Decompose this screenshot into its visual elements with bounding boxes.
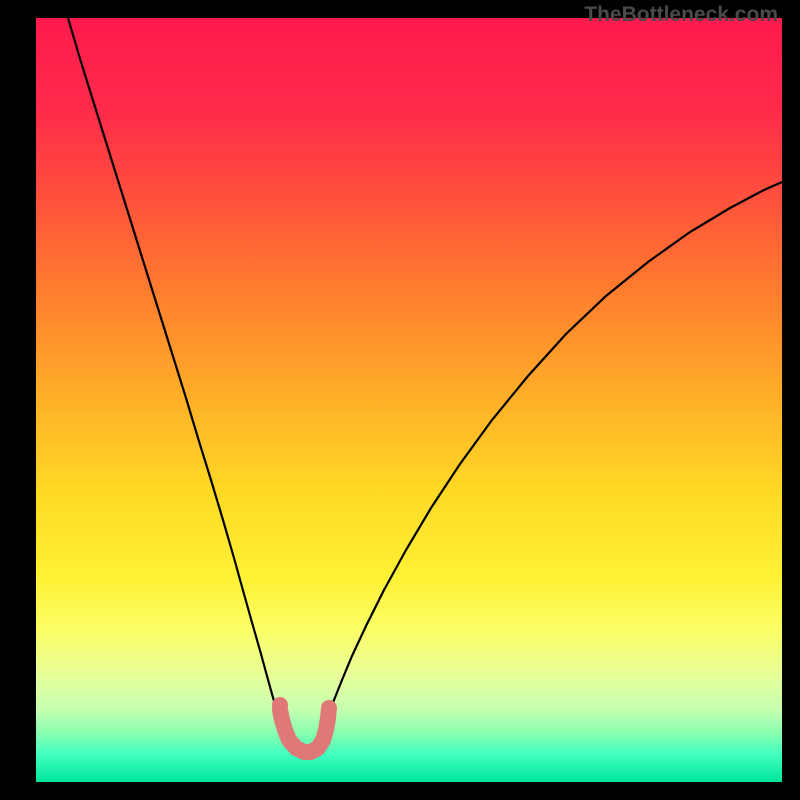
plot-area [36, 18, 782, 782]
gradient-background [36, 18, 782, 782]
watermark-text: TheBottleneck.com [584, 3, 778, 27]
chart-frame: TheBottleneck.com [0, 0, 800, 800]
